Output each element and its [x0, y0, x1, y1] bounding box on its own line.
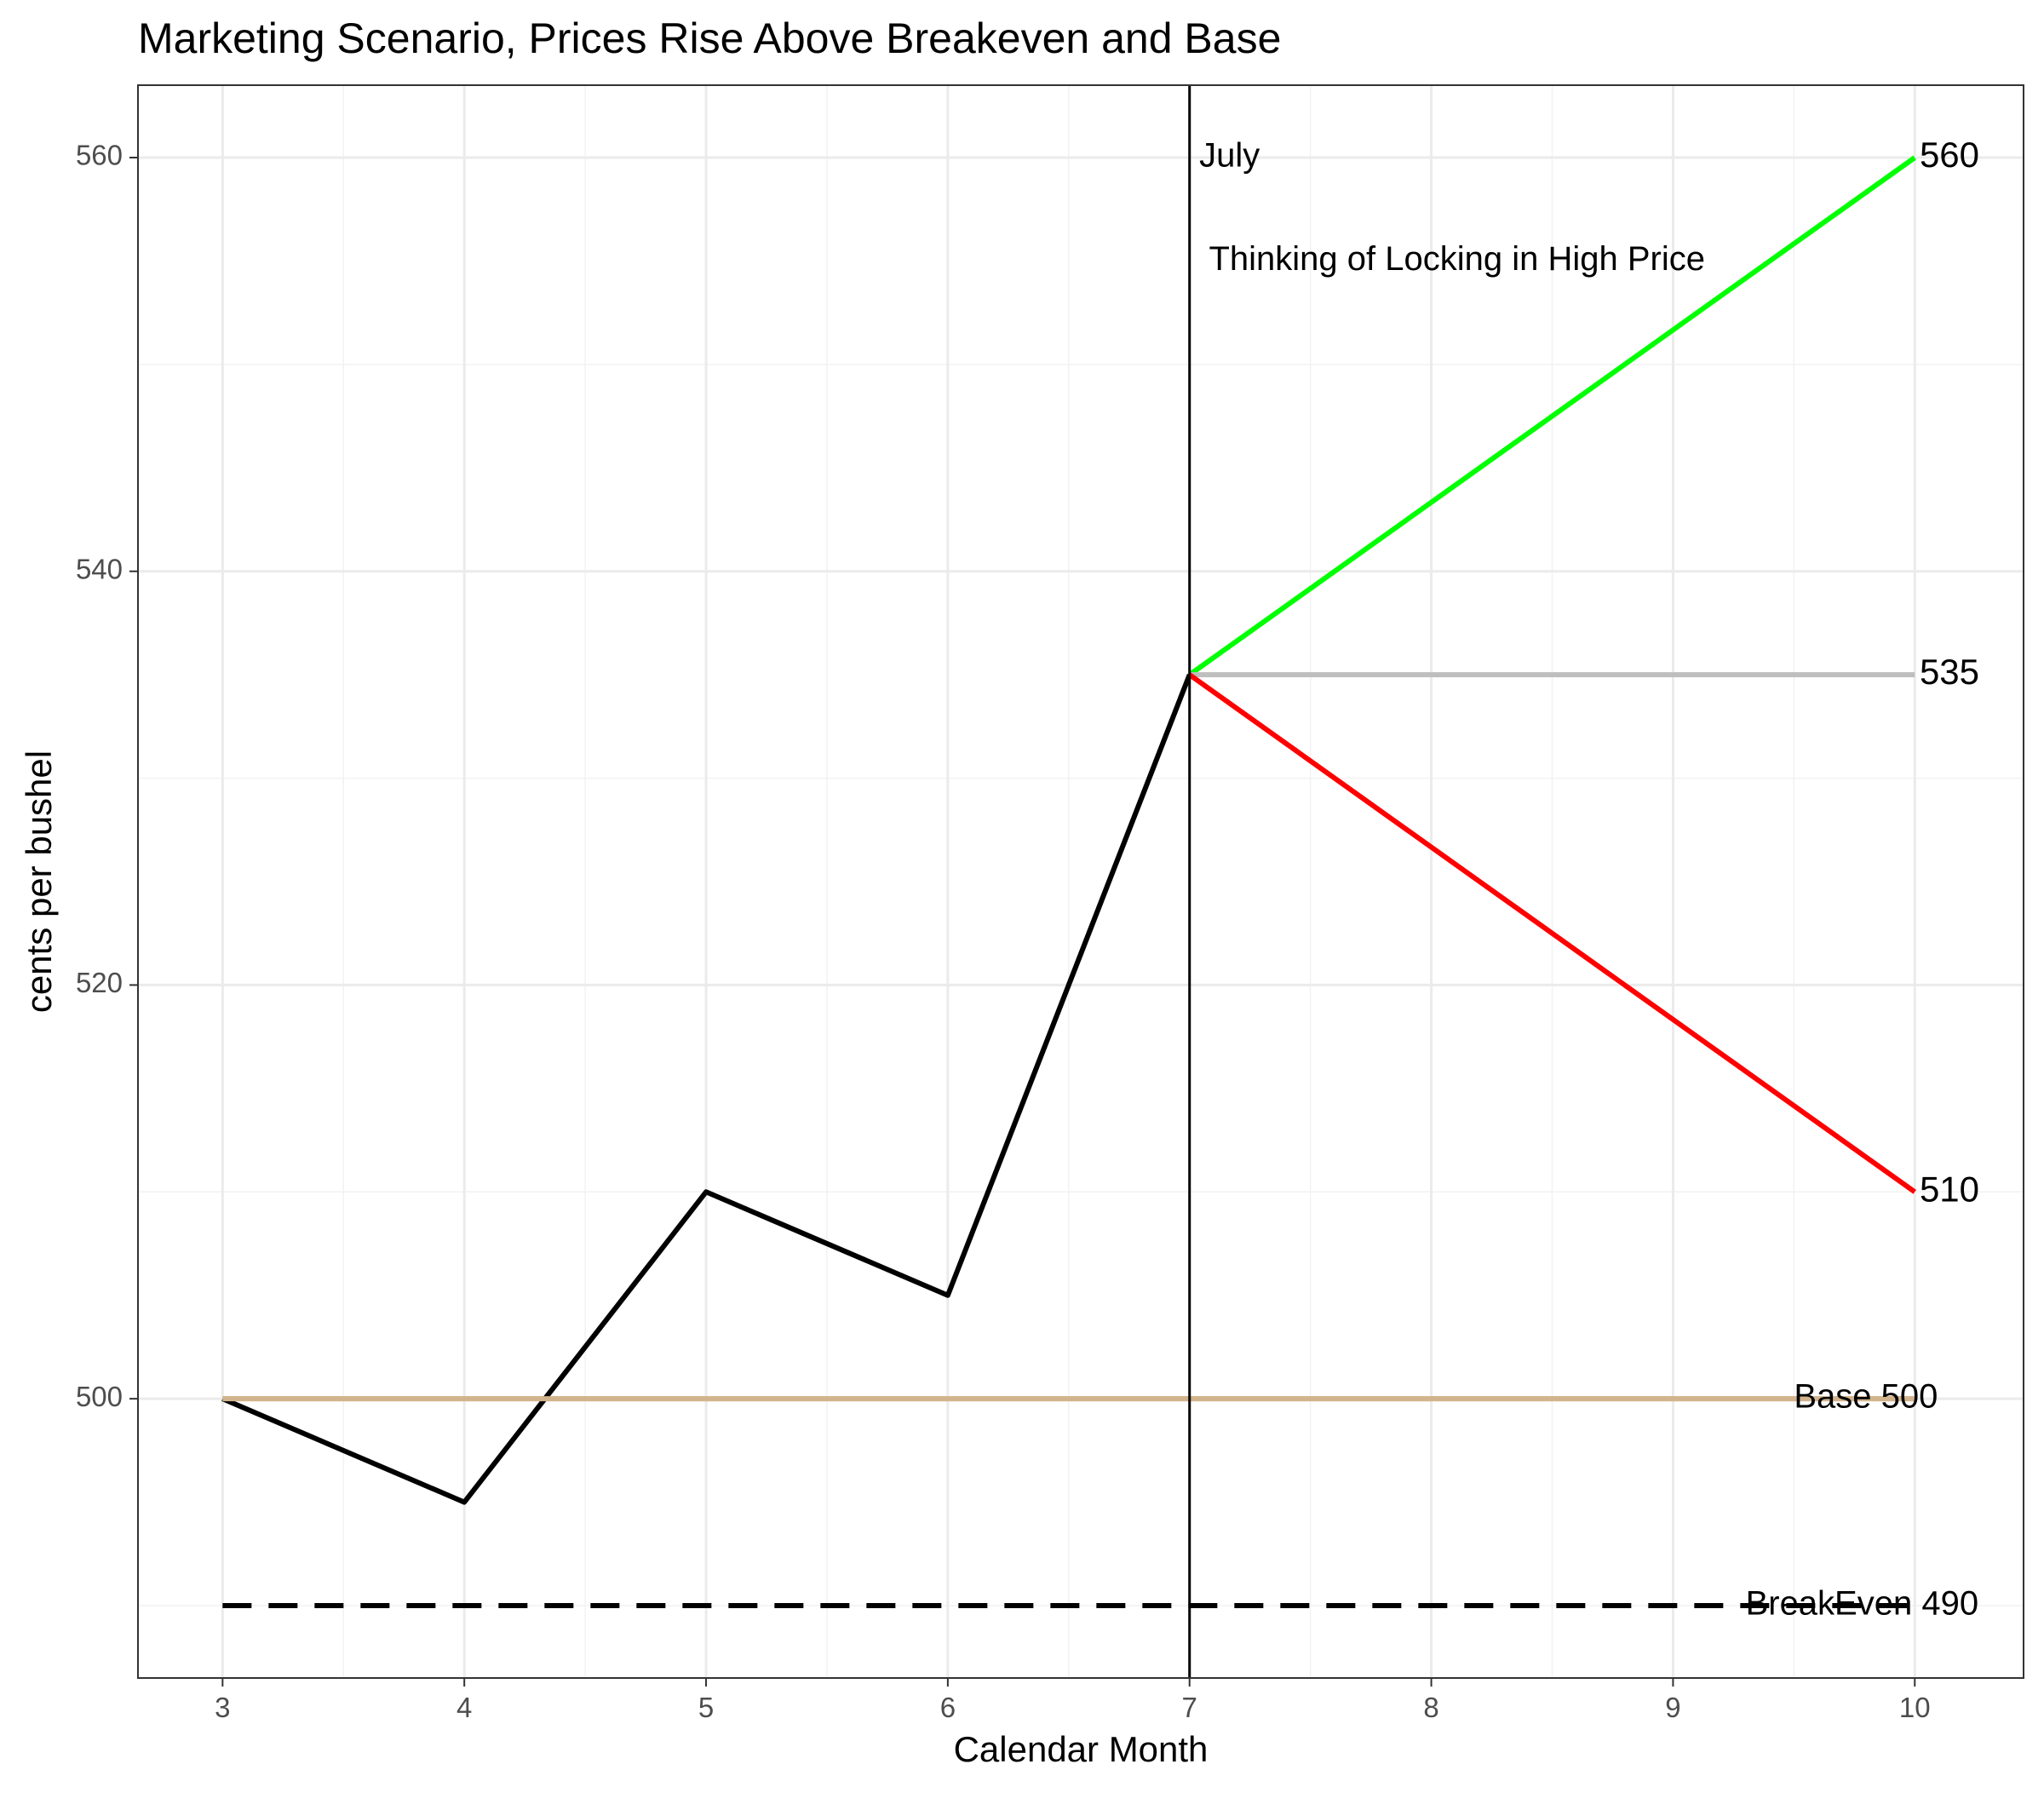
- grid-layer: [138, 85, 2024, 1678]
- y-tick-label: 520: [76, 967, 123, 998]
- annotation-label: 560: [1920, 135, 1979, 175]
- x-tick-label: 5: [698, 1692, 714, 1723]
- annotation-label: 510: [1920, 1169, 1979, 1209]
- annotation-label: Base 500: [1794, 1378, 1938, 1416]
- series-layer: [221, 85, 1917, 1678]
- annotation-layer: July Thinking of Locking in High Price 560…: [1199, 135, 1979, 1622]
- y-tick-label: 540: [76, 553, 123, 584]
- annotation-label: July: [1199, 137, 1260, 175]
- y-axis-title: cents per bushel: [19, 750, 59, 1013]
- y-tick-label: 560: [76, 140, 123, 171]
- tick-layer: 3 4 5 6 7 8 9 10 500 520 540 560: [76, 140, 1931, 1723]
- x-tick-label: 6: [940, 1692, 956, 1723]
- x-tick-label: 7: [1182, 1692, 1197, 1723]
- x-axis-title: Calendar Month: [954, 1729, 1209, 1769]
- series-line: [221, 674, 1192, 1505]
- annotation-label: Thinking of Locking in High Price: [1209, 240, 1705, 278]
- x-tick-label: 3: [215, 1692, 230, 1723]
- annotation-label: 535: [1920, 652, 1979, 692]
- chart-title: Marketing Scenario, Prices Rise Above Br…: [138, 14, 1281, 62]
- series-line: [1187, 672, 1917, 1194]
- series-line: [1187, 155, 1917, 677]
- y-tick-label: 500: [76, 1381, 123, 1412]
- x-tick-label: 9: [1665, 1692, 1680, 1723]
- x-tick-label: 8: [1423, 1692, 1438, 1723]
- annotation-label: BreakEven 490: [1746, 1585, 1979, 1623]
- x-tick-label: 4: [456, 1692, 472, 1723]
- plot-panel-border: [137, 84, 2024, 1679]
- x-tick-label: 10: [1899, 1692, 1931, 1723]
